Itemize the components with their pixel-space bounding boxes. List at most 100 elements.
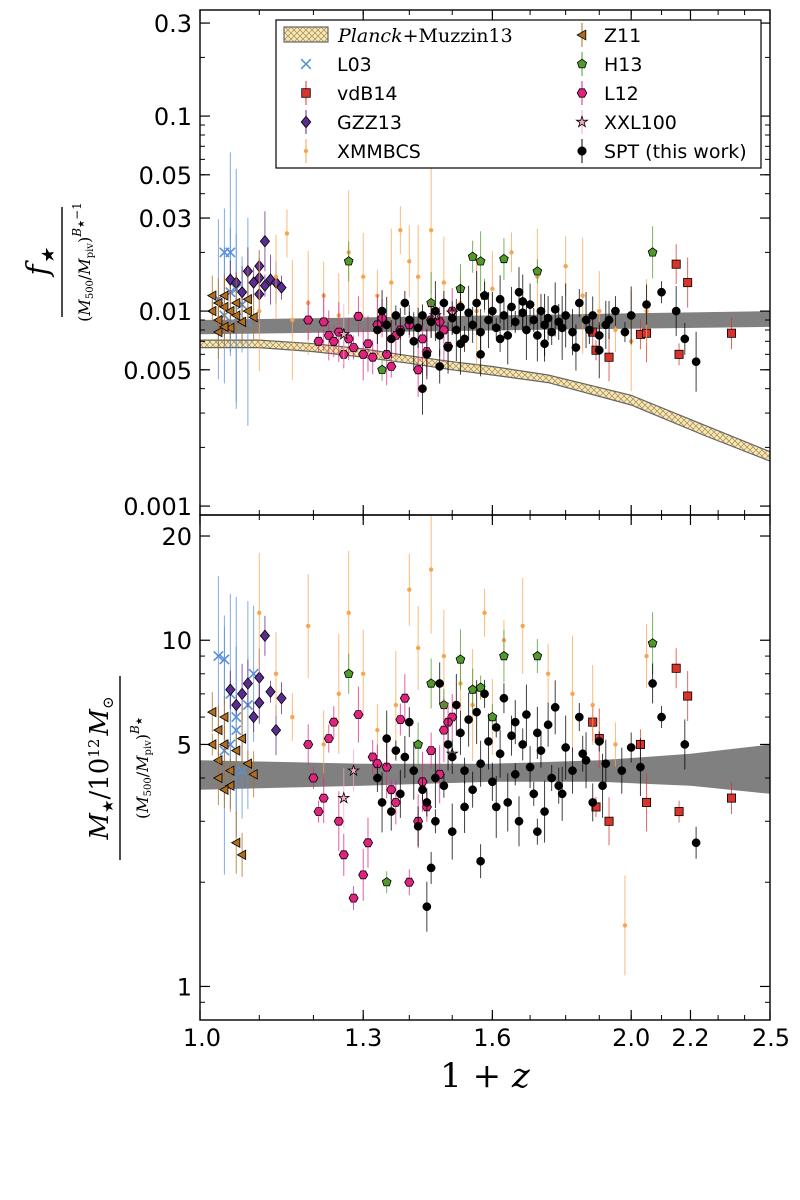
data-point: [236, 285, 248, 299]
data-point: [626, 311, 636, 320]
svg-text:M★/1012M⊙: M★/1012M⊙: [85, 696, 117, 840]
data-point: [533, 728, 542, 738]
data-point: [657, 287, 666, 297]
legend-item: XMMBCS: [303, 139, 421, 163]
data-point: [265, 685, 276, 698]
data-point: [377, 306, 387, 316]
data-point: [594, 345, 604, 355]
data-point: [218, 290, 229, 301]
data-point: [386, 807, 396, 816]
data-point: [671, 259, 681, 269]
legend-marker: [576, 29, 587, 41]
data-point: [594, 737, 604, 746]
data-point: [231, 724, 242, 736]
data-point: [361, 274, 366, 279]
series-xmmbcs: [257, 166, 649, 392]
data-point: [418, 384, 427, 394]
data-point: [622, 923, 628, 928]
data-point: [333, 816, 344, 826]
data-point: [487, 711, 498, 722]
data-point: [242, 305, 252, 317]
data-point: [276, 691, 287, 705]
data-point: [476, 349, 485, 359]
data-point: [313, 807, 324, 816]
data-point: [435, 362, 445, 371]
data-point: [490, 286, 495, 292]
data-point: [367, 352, 378, 362]
data-point: [318, 317, 329, 327]
data-point: [236, 765, 248, 776]
data-point: [413, 822, 423, 831]
data-point: [484, 315, 493, 325]
data-point: [561, 311, 570, 320]
data-point: [571, 343, 581, 352]
data-point: [225, 683, 236, 696]
data-point: [484, 737, 493, 746]
data-point: [613, 742, 618, 747]
data-point: [422, 798, 432, 807]
data-point: [348, 893, 359, 903]
data-point: [613, 327, 618, 333]
data-point: [568, 766, 577, 776]
data-point: [273, 274, 279, 279]
data-point: [372, 759, 383, 769]
data-point: [456, 339, 465, 349]
legend-label: GZZ13: [337, 112, 402, 134]
data-point: [550, 305, 560, 314]
data-point: [532, 651, 543, 661]
data-point: [390, 798, 401, 807]
y-tick-label: 20: [161, 523, 192, 551]
data-point: [604, 816, 614, 826]
data-point: [620, 327, 630, 337]
data-point: [242, 293, 252, 305]
data-point: [482, 610, 487, 616]
x-tick-label: 1.3: [344, 1024, 382, 1052]
data-point: [499, 651, 509, 661]
data-point: [404, 717, 414, 727]
data-point: [382, 734, 392, 743]
data-point: [398, 227, 403, 233]
data-point: [273, 671, 279, 676]
data-point: [647, 638, 658, 648]
series-xmmbcs: [257, 515, 649, 976]
data-point: [588, 798, 598, 807]
data-point: [727, 793, 737, 803]
data-point: [236, 687, 248, 701]
series-vdb14: [588, 648, 737, 846]
data-point: [431, 816, 440, 826]
data-point: [503, 331, 513, 340]
data-point: [510, 317, 520, 327]
data-point: [507, 302, 516, 312]
data-point: [570, 691, 575, 697]
data-point: [642, 797, 652, 807]
data-point: [431, 773, 440, 783]
data-point: [386, 334, 396, 344]
data-point: [499, 253, 509, 264]
data-point: [328, 336, 339, 346]
data-point: [657, 712, 666, 722]
data-point: [536, 746, 546, 755]
data-point: [644, 653, 649, 659]
data-point: [348, 343, 359, 352]
data-point: [391, 746, 401, 755]
data-point: [580, 293, 585, 298]
data-point: [520, 623, 525, 629]
data-point: [540, 807, 549, 816]
data-point: [353, 710, 364, 719]
data-point: [626, 743, 636, 752]
data-point: [475, 256, 486, 266]
data-point: [480, 291, 489, 300]
legend-item: L12: [576, 81, 639, 105]
top-y-axis-label: f★ (M500/Mpiv)B★−1: [21, 202, 96, 322]
data-point: [598, 781, 607, 791]
data-point: [585, 325, 594, 335]
data-point: [563, 263, 568, 269]
data-point: [362, 339, 374, 349]
y-tick-label: 5: [177, 731, 192, 759]
data-point: [472, 707, 481, 717]
data-point: [206, 290, 217, 301]
data-point: [503, 798, 513, 807]
y-tick-label: 10: [161, 627, 192, 655]
legend-marker: [300, 115, 312, 129]
